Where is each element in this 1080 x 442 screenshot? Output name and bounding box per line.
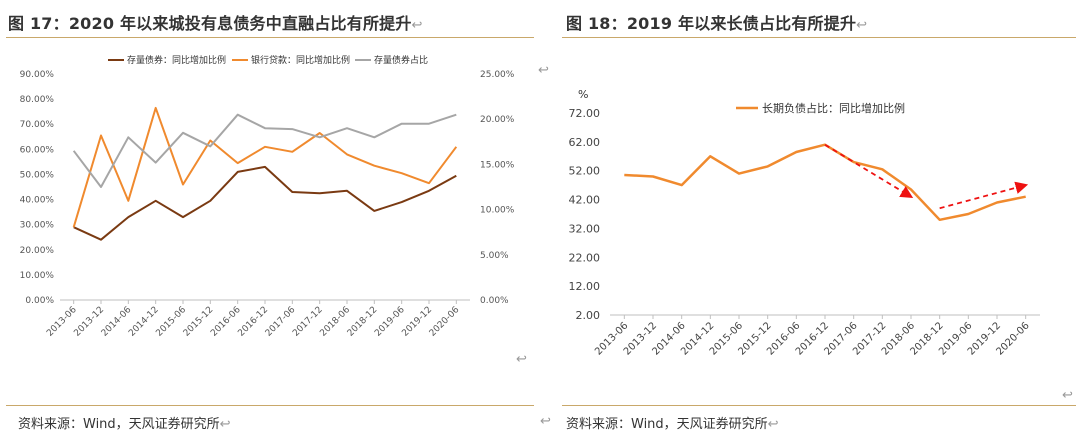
trend-up-arrow <box>939 181 1029 210</box>
y-tick-label-right: 5.00% <box>480 251 509 261</box>
legend-item: 银行贷款：同比增加比例 <box>232 54 350 66</box>
figure-17-top-rule <box>6 37 534 38</box>
return-mark: ↩ <box>1062 388 1073 403</box>
y-tick-label-left: 90.00% <box>20 70 55 80</box>
legend-label: 存量债券：同比增加比例 <box>127 54 226 66</box>
figure-17-panel: 图 17：2020 年以来城投有息债务中直融占比有所提升↩ 0.00% 10.00… <box>6 14 534 432</box>
legend-label: 存量债券占比 <box>374 54 428 66</box>
legend-label: 长期负债占比：同比增加比例 <box>762 101 905 115</box>
y-tick-label: 22.00 <box>569 251 601 264</box>
figure-18-bottom-rule <box>562 405 1076 406</box>
figure-18-title: 图 18：2019 年以来长债占比有所提升↩ <box>566 14 868 33</box>
series-bond-growth-line <box>73 165 457 241</box>
y-tick-label: 12.00 <box>569 280 601 293</box>
y-tick-label-left: 10.00% <box>20 271 55 281</box>
y-tick-label: 42.00 <box>569 194 601 207</box>
y-tick-label-left: 40.00% <box>20 196 55 206</box>
y-tick-label: 62.00 <box>569 136 601 149</box>
y-tick-label: 32.00 <box>569 222 601 235</box>
x-tick-label: 2020-06 <box>428 305 462 339</box>
figure-18-top-rule <box>562 37 1076 38</box>
figure-18-chart: % 2.00 12.00 22.00 32.00 42.00 52.00 62.00 72.00… <box>569 88 1040 358</box>
legend-label: 银行贷款：同比增加比例 <box>251 54 350 66</box>
legend-item: 存量债券占比 <box>355 54 428 66</box>
y-tick-label: 72.00 <box>569 107 601 120</box>
figure-18-panel: 图 18：2019 年以来长债占比有所提升↩ % 2.00 12.00 22.00 32… <box>558 0 1080 442</box>
y-tick-label-right: 25.00% <box>480 70 515 80</box>
y-tick-label-right: 0.00% <box>480 296 509 306</box>
y-tick-label-right: 10.00% <box>480 206 515 216</box>
y-tick-label-left: 60.00% <box>20 145 55 155</box>
y-tick-label-left: 80.00% <box>20 95 55 105</box>
y-tick-label-right: 20.00% <box>480 115 515 125</box>
y-axis-unit: % <box>578 88 588 101</box>
figure-18-source: 资料来源：Wind，天风证券研究所↩ <box>566 417 779 432</box>
legend-item: 长期负债占比：同比增加比例 <box>736 101 905 115</box>
return-mark: ↩ <box>540 414 551 429</box>
y-tick-label-right: 15.00% <box>480 160 515 170</box>
trend-down-arrow <box>824 143 914 198</box>
y-tick-label: 52.00 <box>569 165 601 178</box>
y-tick-label-left: 70.00% <box>20 120 55 130</box>
series-bond-share-line <box>72 113 457 188</box>
series-long-term-debt-line <box>624 143 1026 222</box>
y-tick-label-left: 20.00% <box>20 246 55 256</box>
figure-17-title: 图 17：2020 年以来城投有息债务中直融占比有所提升↩ <box>8 14 423 33</box>
return-mark: ↩ <box>538 63 549 78</box>
return-mark: ↩ <box>516 352 527 367</box>
y-tick-label-left: 0.00% <box>25 296 54 306</box>
figure-17-bottom-rule <box>6 405 534 406</box>
figure-17-source: 资料来源：Wind，天风证券研究所↩ <box>18 417 231 432</box>
y-tick-label: 2.00 <box>576 309 601 322</box>
series-loan-growth-line <box>72 106 458 228</box>
legend-item: 存量债券：同比增加比例 <box>108 54 226 66</box>
y-tick-label-left: 30.00% <box>20 221 55 231</box>
figure-17-chart: 0.00% 10.00% 20.00% 30.00% 40.00% 50.00% 60.00… <box>20 54 515 339</box>
y-tick-label-left: 50.00% <box>20 170 55 180</box>
